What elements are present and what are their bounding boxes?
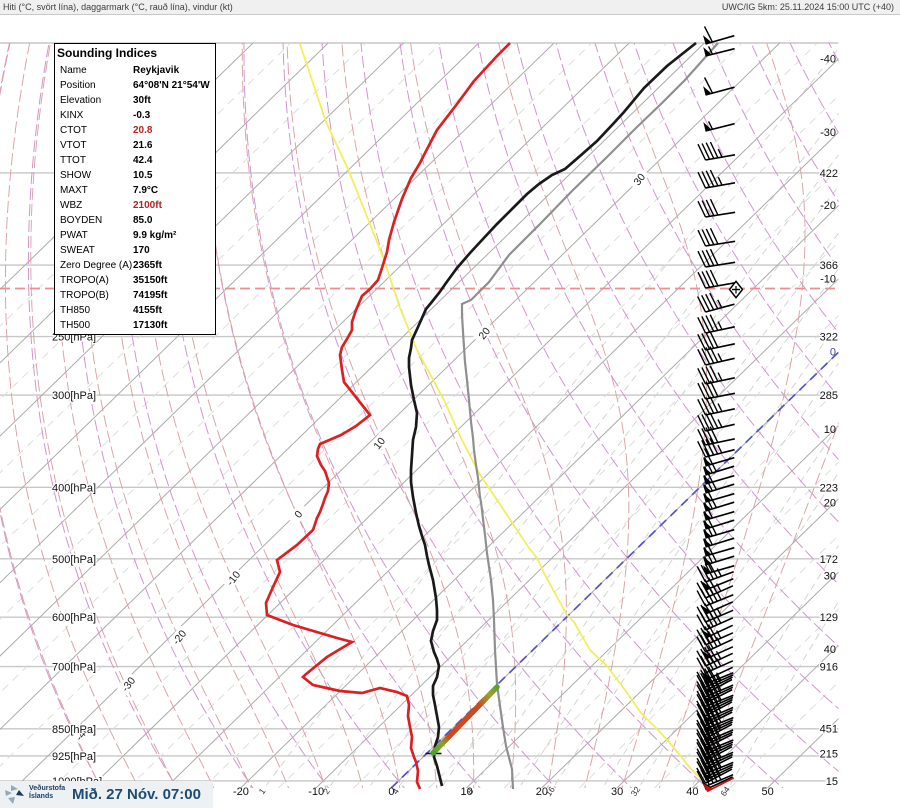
svg-text:30: 30	[824, 571, 836, 583]
svg-text:-20: -20	[820, 200, 836, 212]
svg-text:500[hPa]: 500[hPa]	[52, 554, 96, 566]
svg-text:916: 916	[820, 662, 838, 674]
svg-text:15: 15	[826, 776, 838, 788]
svg-text:4: 4	[390, 786, 401, 796]
svg-text:0: 0	[388, 786, 394, 798]
svg-text:20: 20	[824, 497, 836, 509]
svg-text:10: 10	[460, 786, 472, 798]
svg-text:366: 366	[820, 260, 838, 272]
svg-text:8: 8	[465, 786, 476, 796]
svg-text:40: 40	[824, 644, 836, 656]
svg-text:-30: -30	[820, 127, 836, 139]
svg-text:700[hPa]: 700[hPa]	[52, 662, 96, 674]
svg-text:20: 20	[536, 786, 548, 798]
svg-text:172: 172	[820, 554, 838, 566]
svg-text:215: 215	[820, 749, 838, 761]
svg-text:322: 322	[820, 332, 838, 344]
svg-text:-10: -10	[308, 786, 324, 798]
svg-text:50: 50	[761, 786, 773, 798]
svg-text:-20: -20	[233, 786, 249, 798]
svg-text:-10: -10	[820, 273, 836, 285]
svg-text:10: 10	[824, 424, 836, 436]
svg-text:422: 422	[820, 168, 838, 180]
svg-text:32: 32	[629, 784, 643, 798]
svg-text:30: 30	[611, 786, 623, 798]
svg-text:1: 1	[257, 786, 268, 796]
svg-text:600[hPa]: 600[hPa]	[52, 612, 96, 624]
svg-text:-40: -40	[820, 54, 836, 66]
svg-text:2: 2	[321, 786, 332, 796]
svg-text:850[hPa]: 850[hPa]	[52, 724, 96, 736]
svg-text:285: 285	[820, 390, 838, 402]
svg-text:223: 223	[820, 482, 838, 494]
svg-text:40: 40	[686, 786, 698, 798]
svg-text:300[hPa]: 300[hPa]	[52, 390, 96, 402]
svg-text:400[hPa]: 400[hPa]	[52, 482, 96, 494]
svg-text:451: 451	[820, 724, 838, 736]
svg-text:64: 64	[718, 784, 732, 798]
svg-text:0: 0	[830, 347, 836, 359]
svg-text:925[hPa]: 925[hPa]	[52, 751, 96, 763]
svg-text:129: 129	[820, 612, 838, 624]
